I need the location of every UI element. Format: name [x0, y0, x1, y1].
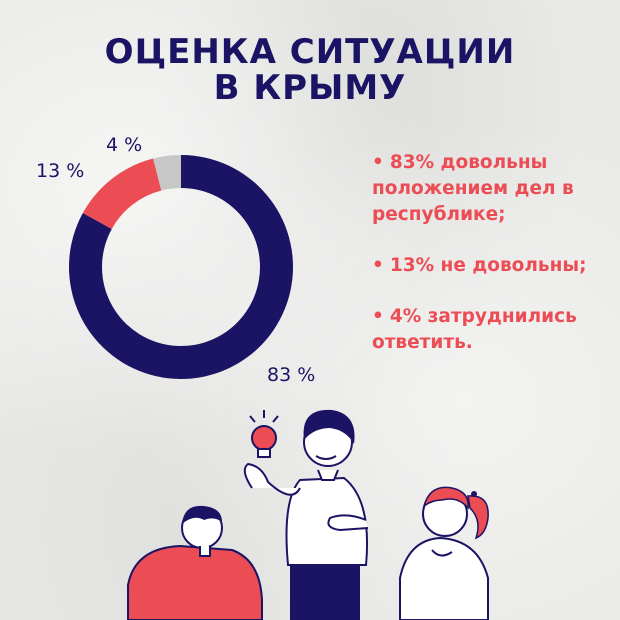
- people-illustration: [127, 409, 489, 620]
- result-item-satisfied: • 83% довольны положением дел в республик…: [372, 150, 612, 228]
- slice-label-4: 4 %: [106, 134, 143, 156]
- result-text: 4% затруднились ответить.: [372, 306, 577, 353]
- result-text: 13% не довольны;: [389, 255, 587, 276]
- bullet-dot: •: [372, 306, 384, 327]
- result-text: 83% довольны положением дел в республике…: [372, 152, 574, 225]
- result-item-undecided: • 4% затруднились ответить.: [372, 304, 612, 356]
- donut-slice-13: [82, 158, 162, 229]
- result-item-dissatisfied: • 13% не довольны;: [372, 253, 612, 279]
- donut-slice-83: [69, 155, 294, 380]
- bullet-dot: •: [372, 152, 384, 173]
- title-line-2: В КРЫМУ: [213, 68, 407, 108]
- page-title: ОЦЕНКА СИТУАЦИИ В КРЫМУ: [0, 34, 620, 106]
- title-line-1: ОЦЕНКА СИТУАЦИИ: [104, 32, 516, 72]
- bullet-dot: •: [372, 255, 384, 276]
- results-list: • 83% довольны положением дел в республик…: [372, 150, 612, 381]
- slice-label-83: 83 %: [267, 364, 316, 386]
- lightbulb-icon: [249, 410, 279, 458]
- person-right-ponytail: [399, 486, 489, 620]
- person-left-red-shirt: [127, 505, 263, 620]
- donut-slice-4: [153, 155, 181, 191]
- person-center-white-shirt: [243, 409, 369, 620]
- slice-label-13: 13 %: [36, 160, 85, 182]
